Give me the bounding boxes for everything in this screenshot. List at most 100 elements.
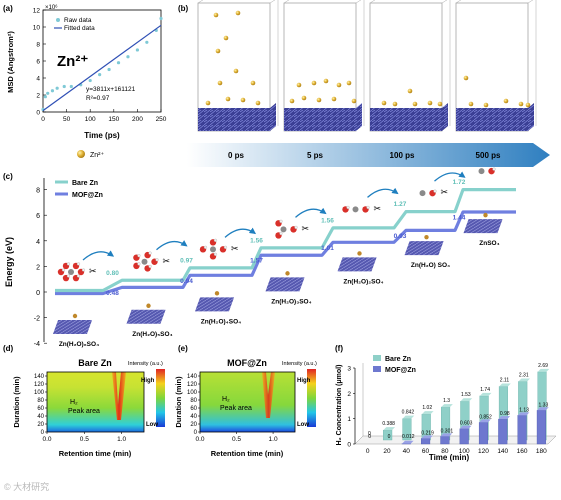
bar-mof-top	[517, 412, 530, 416]
water-hydrogen	[76, 262, 81, 266]
energy-y-tick-label: 2	[36, 264, 40, 271]
zn-surface-slab	[126, 309, 166, 324]
solvation-cluster	[478, 167, 496, 175]
bar-y-tick-label: 1	[347, 416, 351, 423]
legend-raw-label: Raw data	[64, 17, 92, 24]
scissors-icon: ✂	[231, 243, 239, 253]
panel-b: (b) 0 ps 5 ps 100 ps 500 ps	[178, 0, 550, 167]
bar-y-tick-label: 3	[347, 366, 351, 373]
zn-ion-ball	[225, 96, 231, 102]
water-hydrogen	[66, 262, 71, 266]
zn-ion-ball	[463, 75, 469, 81]
msd-x-ticks: 0 50 100 150 200 250	[41, 109, 167, 123]
water-hydrogen	[294, 225, 298, 229]
water-hydrogen	[492, 167, 496, 171]
msd-x-label: Time (ps)	[84, 131, 120, 140]
heatmap-e-high: High	[297, 378, 311, 384]
bar-bare-value-label: 0.842	[402, 410, 415, 416]
water-hydrogen	[279, 219, 283, 223]
bare-barrier-label: 0.97	[180, 257, 193, 264]
bar-x-tick-label: 120	[478, 448, 489, 455]
zn-ion-ball	[233, 68, 239, 74]
panel-e: (e) MOF@Zn H₂ Peak area 0 20 40 60 80 100 120 1…	[174, 344, 317, 458]
bar-mof-top	[421, 435, 433, 439]
water-hydrogen	[213, 238, 218, 242]
bar-x-label: Time (min)	[429, 453, 470, 462]
zn-surface-slab	[463, 219, 503, 234]
bare-energy-line	[55, 188, 516, 293]
bar-mof-top	[479, 419, 491, 423]
msd-raw-point	[55, 86, 59, 90]
md-box-edge	[527, 0, 534, 4]
species-label: Zn(H₂O)₃SO₄	[271, 298, 311, 305]
bar-bare-top	[383, 427, 395, 431]
heatmap-e-title: MOF@Zn	[227, 358, 267, 368]
bar-mof	[517, 415, 527, 445]
desolvation-arrow	[434, 171, 466, 182]
md-box-edge	[355, 0, 362, 4]
species-label: Zn(H₂O)₅SO₄	[132, 331, 172, 338]
bar-mof-value-label: 0.301	[441, 428, 454, 434]
zn-ion-ball	[503, 98, 509, 104]
heatmap-e-h2: H₂	[222, 396, 230, 403]
bar-bare-value-label: 1.3	[443, 398, 450, 404]
zn-ion-ball	[301, 95, 307, 101]
zn-surface-slab	[404, 241, 444, 256]
sulfate-cluster	[285, 271, 290, 276]
mof-barrier-label: 1.44	[453, 214, 466, 221]
mof-barrier-label: 1.01	[321, 245, 334, 252]
desolvation-arrow	[156, 240, 188, 251]
zn-ion-ball	[427, 100, 433, 106]
msd-raw-point	[135, 48, 139, 52]
zn-ion-ball	[381, 100, 387, 106]
panel-label-d: (d)	[3, 344, 14, 353]
bar-bare-value-label: 1.02	[422, 405, 432, 411]
md-snapshot-box	[369, 0, 451, 132]
msd-x-tick-label: 200	[132, 116, 143, 123]
scissors-icon: ✂	[89, 266, 97, 276]
zn-center-atom	[210, 246, 216, 253]
heatmap-d-field	[47, 372, 144, 432]
heatmap-y-tick-label: 60	[190, 406, 197, 412]
desolvation-arrow	[295, 207, 327, 218]
bar-mof-value-label: 0	[368, 434, 371, 440]
bar-x-tick-label: 0	[366, 448, 370, 455]
zn-ion-ball	[215, 48, 221, 54]
time-label-2: 100 ps	[390, 151, 415, 160]
heatmap-d-peak-label: Peak area	[68, 408, 100, 415]
panel-label-e: (e)	[178, 344, 188, 353]
bar-series: 000.38800.8420.0121.020.2191.30.3011.530…	[368, 363, 550, 445]
fit-equation: y=3811x+161121	[86, 86, 136, 93]
zn-ion-ball	[336, 82, 342, 88]
bar-mof	[478, 422, 489, 445]
heatmap-y-tick-label: 120	[34, 382, 45, 388]
bar-mof-top	[401, 440, 414, 444]
zn-lattice-slab	[456, 103, 534, 131]
energy-species-labels: Zn(H₂O)₆SO₄ Zn(H₂O)₅SO₄ Zn(H₂O)₄SO₄ Zn(H₂O)…	[59, 240, 500, 348]
zn-ion-ball	[525, 102, 531, 108]
panel-a: (a) ×10⁶ 0 2 4 6 8 10 12 0 50 100 150 200 250 Raw d…	[3, 4, 167, 159]
bar-x-tick-label: 100	[459, 448, 470, 455]
zn-lattice-slab	[198, 103, 276, 131]
species-label: ZnSO₄	[479, 240, 499, 247]
md-box-edge	[197, 0, 204, 4]
msd-series	[41, 16, 163, 112]
bare-barrier-label: 0.80	[106, 270, 119, 277]
msd-fitted-line	[42, 24, 162, 112]
bar-bare-value-label: 0.388	[382, 421, 395, 427]
heatmap-e-frame	[199, 371, 296, 433]
water-hydrogen	[279, 231, 283, 235]
bar-mof	[459, 428, 469, 445]
heatmap-x-tick-label: 1.0	[117, 436, 126, 443]
scissors-icon: ✂	[163, 256, 171, 266]
heatmap-e-peak	[262, 372, 275, 418]
md-box-edge	[369, 0, 376, 4]
bar-bare-top	[402, 415, 415, 419]
msd-raw-point	[145, 40, 149, 44]
time-label-0: 0 ps	[228, 151, 245, 160]
bar-bare-value-label: 2.69	[538, 363, 548, 369]
heatmap-d-high: High	[141, 378, 155, 384]
msd-raw-point	[46, 91, 50, 95]
heatmap-d-x-ticks: 0.0 0.5 1.0	[42, 432, 127, 443]
